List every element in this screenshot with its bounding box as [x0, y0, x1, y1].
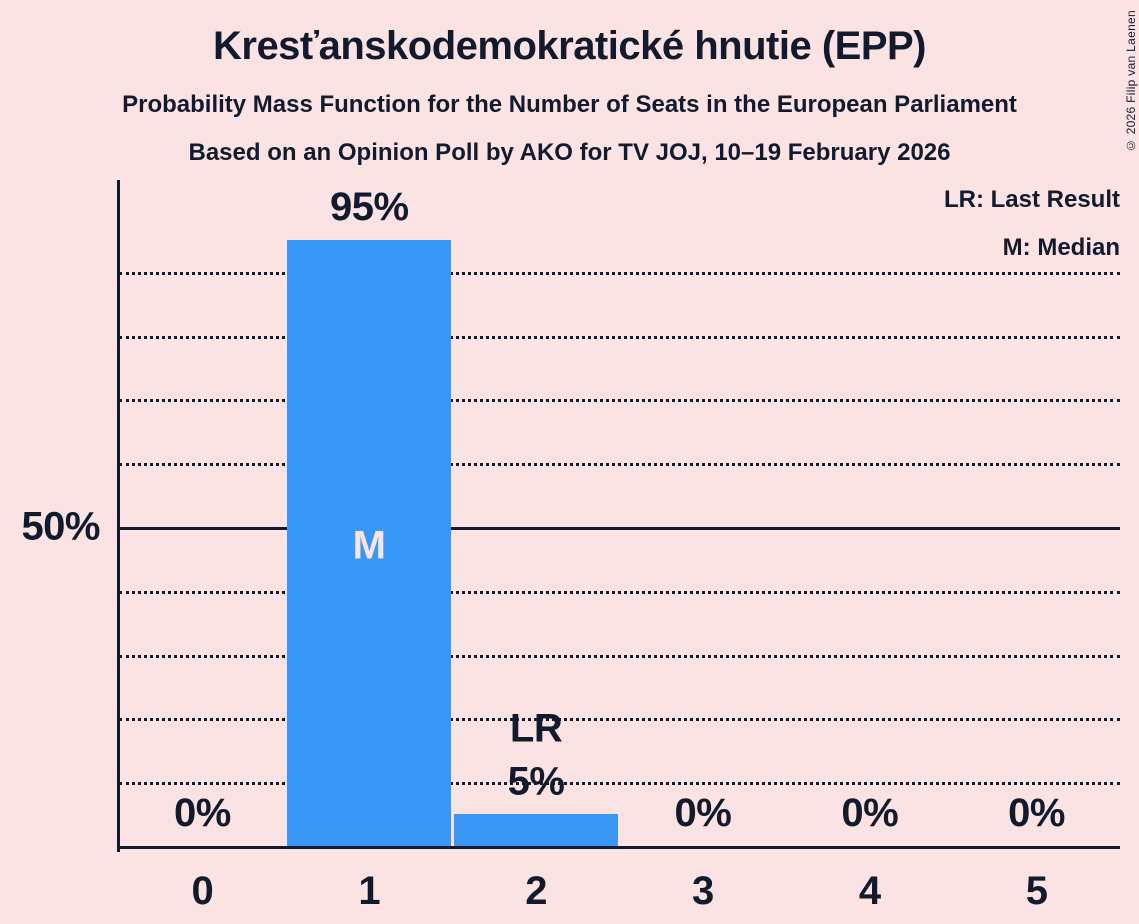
- gridline-50pct: [119, 527, 1120, 530]
- bar-value-label-2: LR 5%: [453, 703, 620, 809]
- chart-subtitle: Probability Mass Function for the Number…: [122, 91, 1017, 118]
- bar-value-label-5: 0%: [953, 787, 1120, 840]
- page-title: Kresťanskodemokratické hnutie (EPP): [212, 24, 927, 68]
- bar-value-label-line: 0%: [674, 791, 732, 836]
- gridline-10pct: [119, 782, 1120, 786]
- bar-value-label-line: 5%: [507, 759, 565, 804]
- x-tick-label-3: 3: [692, 869, 714, 913]
- x-tick-label-4: 4: [858, 869, 881, 913]
- y-tick-50-label: 50%: [21, 504, 100, 549]
- bar-seats-2: [454, 814, 619, 846]
- bar-value-label-4: 0%: [786, 787, 953, 840]
- gridline-70pct: [119, 399, 1120, 403]
- gridline-60pct: [119, 463, 1120, 467]
- x-axis-line: [119, 846, 1120, 849]
- bar-value-label-line: 0%: [174, 791, 231, 836]
- bar-value-label-line: 0%: [1008, 791, 1065, 836]
- gridline-80pct: [119, 335, 1120, 339]
- bar-value-label-line: 95%: [329, 185, 409, 230]
- bar-value-label-line: LR: [509, 706, 563, 751]
- gridline-40pct: [119, 590, 1120, 594]
- gridline-20pct: [119, 718, 1120, 722]
- bar-value-label-0: 0%: [119, 787, 286, 840]
- legend-median: M: Median: [1002, 234, 1120, 261]
- x-tick-label-0: 0: [191, 869, 214, 913]
- gridline-30pct: [119, 654, 1120, 658]
- bar-value-label-1: 95%: [286, 181, 453, 234]
- x-tick-label-5: 5: [1025, 869, 1048, 913]
- bar-value-label-3: 0%: [620, 787, 787, 840]
- y-axis-line: [117, 180, 120, 852]
- legend-last-result: LR: Last Result: [943, 186, 1120, 213]
- median-marker: M: [352, 523, 386, 568]
- x-tick-label-2: 2: [525, 869, 547, 913]
- bar-value-label-line: 0%: [841, 791, 899, 836]
- gridline-90pct: [119, 271, 1120, 275]
- x-tick-label-1: 1: [358, 869, 381, 913]
- chart-source-subtitle: Based on an Opinion Poll by AKO for TV J…: [188, 139, 951, 166]
- bar-seats-1: [287, 239, 452, 846]
